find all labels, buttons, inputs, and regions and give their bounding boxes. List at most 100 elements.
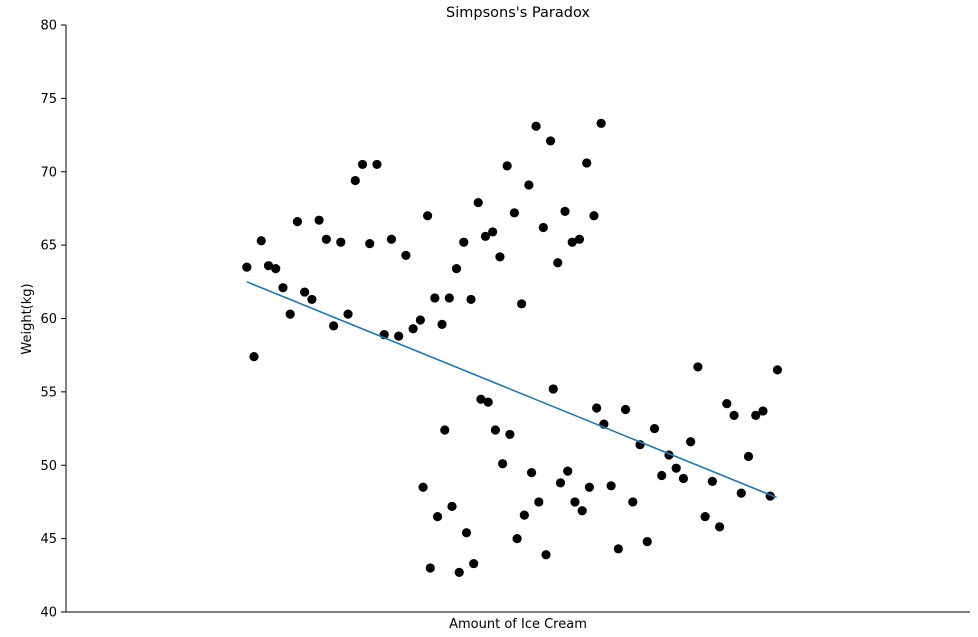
data-point	[292, 217, 303, 227]
data-point	[437, 319, 447, 329]
data-point	[461, 528, 472, 538]
data-point	[278, 283, 288, 293]
data-point	[678, 473, 689, 484]
data-point	[321, 234, 331, 244]
data-point	[386, 234, 397, 244]
y-tick-label: 70	[40, 165, 57, 180]
y-tick-label: 80	[40, 19, 57, 34]
data-point	[589, 211, 599, 221]
data-point	[517, 299, 527, 309]
data-point	[577, 506, 587, 516]
data-point	[526, 467, 537, 478]
data-point	[606, 481, 616, 491]
data-point	[592, 403, 602, 413]
data-point	[509, 208, 519, 218]
data-point	[415, 315, 425, 325]
data-point	[300, 287, 310, 297]
data-point	[555, 478, 566, 488]
data-point	[430, 293, 440, 303]
y-tick-label: 60	[40, 312, 57, 327]
data-point	[488, 227, 498, 237]
y-axis-ticks: 40 45 50 55 60 65 70 75 80	[40, 19, 66, 621]
data-point	[613, 544, 623, 554]
data-point	[285, 309, 295, 319]
data-point	[700, 512, 710, 522]
data-point	[249, 352, 259, 362]
data-point	[357, 159, 368, 170]
data-point	[372, 159, 382, 170]
data-point	[582, 158, 592, 168]
data-point	[570, 497, 580, 507]
data-point	[649, 423, 660, 434]
data-point	[620, 404, 631, 415]
data-point	[729, 410, 739, 420]
data-point	[560, 206, 570, 216]
y-tick-label: 40	[40, 606, 57, 621]
data-point	[751, 410, 761, 420]
data-point	[502, 161, 512, 171]
plot-area	[242, 118, 783, 577]
chart-title: Simpsons's Paradox	[446, 5, 590, 21]
data-point	[314, 215, 324, 225]
data-point	[256, 236, 266, 246]
data-point	[707, 476, 717, 486]
data-point	[440, 425, 450, 435]
data-point	[596, 118, 606, 128]
data-point	[545, 136, 556, 146]
data-point	[444, 293, 454, 303]
data-point	[418, 482, 428, 492]
data-point	[686, 437, 696, 447]
data-point	[466, 294, 476, 305]
data-point	[567, 237, 577, 247]
data-point	[534, 497, 544, 507]
data-point	[343, 309, 353, 319]
data-point	[584, 482, 595, 492]
data-point	[563, 466, 573, 476]
data-point	[693, 362, 703, 372]
data-point	[242, 262, 252, 272]
data-point	[531, 121, 541, 131]
data-point	[671, 463, 681, 473]
data-point	[473, 197, 483, 208]
data-point	[328, 321, 339, 331]
y-tick-label: 50	[40, 459, 57, 474]
data-point	[401, 250, 411, 260]
data-point	[657, 470, 667, 481]
data-point	[714, 522, 725, 532]
data-point	[553, 258, 563, 268]
data-point	[524, 180, 534, 190]
data-point	[538, 222, 548, 233]
y-axis-label: Weight(kg)	[20, 283, 35, 354]
data-point	[541, 550, 551, 560]
data-point	[743, 451, 754, 462]
data-point	[350, 175, 360, 186]
data-point	[423, 211, 433, 221]
data-point	[519, 510, 529, 520]
data-point	[495, 252, 505, 262]
y-tick-label: 55	[40, 385, 57, 400]
y-tick-label: 65	[40, 239, 57, 254]
data-point	[432, 512, 443, 522]
data-point	[336, 237, 346, 247]
data-point	[483, 397, 493, 407]
data-point	[498, 459, 508, 469]
data-point	[425, 563, 435, 573]
trend-line	[246, 281, 777, 499]
data-point	[480, 231, 491, 241]
data-point	[271, 264, 281, 274]
data-point	[365, 239, 375, 249]
data-point	[263, 261, 274, 271]
data-point	[394, 331, 404, 341]
data-point	[505, 429, 515, 440]
data-point	[307, 294, 317, 305]
data-point	[459, 237, 469, 247]
data-point	[548, 384, 558, 394]
x-axis-label: Amount of Ice Cream	[449, 617, 587, 632]
y-tick-label: 45	[40, 532, 57, 547]
data-point	[454, 567, 464, 577]
data-point	[758, 406, 768, 416]
data-point	[574, 234, 585, 244]
data-point	[469, 558, 479, 569]
data-point	[476, 394, 486, 404]
data-point	[447, 501, 457, 511]
